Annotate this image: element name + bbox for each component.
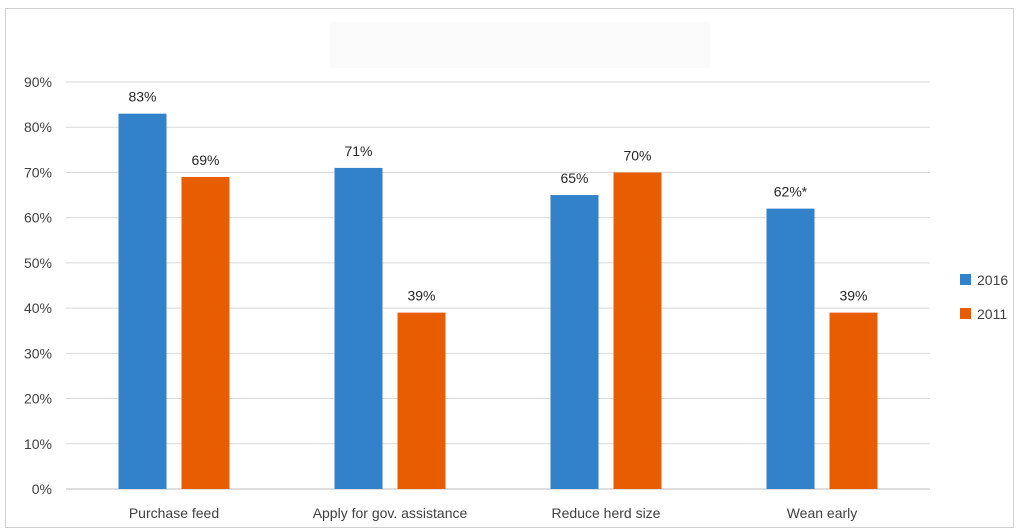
- y-tick-label: 20%: [24, 391, 52, 407]
- y-tick-label: 90%: [24, 74, 52, 90]
- bar-2011-0: [181, 176, 230, 489]
- bar-2016-3: [766, 208, 815, 489]
- bar-2016-1: [334, 167, 383, 489]
- bars: [118, 113, 878, 490]
- data-label-2016-1: 71%: [344, 143, 372, 159]
- bar-2016-2: [550, 195, 599, 490]
- x-axis-ticks: Purchase feed Apply for gov. assistance Re…: [129, 505, 857, 521]
- legend-label-2011: 2011: [977, 306, 1007, 322]
- legend: 2016 2011: [960, 272, 1008, 322]
- data-label-2016-0: 83%: [128, 89, 156, 105]
- y-tick-label: 80%: [24, 119, 52, 135]
- bar-2011-3: [829, 312, 878, 489]
- data-label-2011-0: 69%: [191, 152, 219, 168]
- bar-2011-1: [397, 312, 446, 489]
- x-tick-label: Purchase feed: [129, 505, 219, 521]
- data-label-2016-2: 65%: [560, 170, 588, 186]
- y-axis-ticks: 0% 10% 20% 30% 40% 50% 60% 70% 80% 90%: [24, 74, 52, 497]
- y-tick-label: 40%: [24, 300, 52, 316]
- y-tick-label: 10%: [24, 436, 52, 452]
- y-tick-label: 60%: [24, 210, 52, 226]
- data-label-2016-3: 62%*: [774, 184, 808, 200]
- bar-2011-2: [613, 172, 662, 489]
- y-tick-label: 70%: [24, 164, 52, 180]
- data-label-2011-2: 70%: [623, 147, 651, 163]
- legend-label-2016: 2016: [977, 272, 1008, 288]
- x-tick-label: Wean early: [787, 505, 858, 521]
- data-labels: 83% 69% 71% 39% 65% 70% 62%* 39%: [128, 89, 867, 304]
- y-tick-label: 30%: [24, 345, 52, 361]
- data-label-2011-3: 39%: [839, 288, 867, 304]
- chart-title-area: [330, 22, 710, 68]
- x-tick-label: Reduce herd size: [552, 505, 661, 521]
- legend-swatch-2016: [960, 274, 971, 285]
- legend-swatch-2011: [960, 308, 971, 319]
- y-tick-label: 0%: [32, 481, 52, 497]
- y-tick-label: 50%: [24, 255, 52, 271]
- x-tick-label: Apply for gov. assistance: [313, 505, 468, 521]
- bar-2016-0: [118, 113, 167, 490]
- data-label-2011-1: 39%: [407, 288, 435, 304]
